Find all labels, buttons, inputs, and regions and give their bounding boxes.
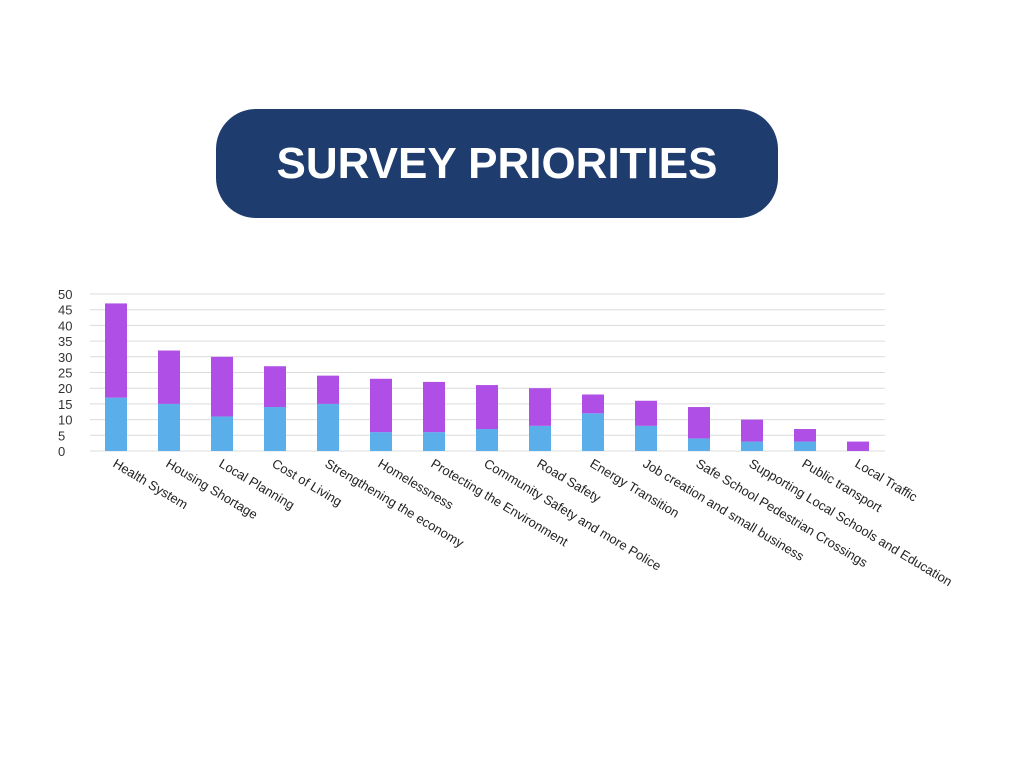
y-tick-label: 45 [58,303,72,318]
bar-segment [688,407,710,439]
bar-segment [582,413,604,451]
bar-segment [423,432,445,451]
bar-segment [529,388,551,426]
bar-segment [105,397,127,451]
y-tick-label: 10 [58,413,72,428]
bar-segment [105,303,127,398]
bar-segment [211,416,233,451]
y-tick-label: 5 [58,428,65,443]
bar-segment [635,425,657,451]
title-banner: SURVEY PRIORITIES [216,109,778,218]
y-tick-label: 30 [58,350,72,365]
y-tick-label: 0 [58,444,65,459]
y-tick-label: 25 [58,366,72,381]
bar-segment [794,441,816,451]
bar-segment [847,441,869,451]
y-tick-label: 35 [58,334,72,349]
bar-segment [582,394,604,414]
bar-segment [158,350,180,404]
x-category-label: Supporting Local Schools and Education [746,456,954,589]
y-tick-label: 50 [58,287,72,302]
bar-segment [688,438,710,451]
page-title: SURVEY PRIORITIES [276,138,718,188]
y-tick-label: 40 [58,318,72,333]
x-category-label: Energy Transition [587,456,681,521]
bar-segment [264,407,286,451]
bar-segment [635,400,657,426]
bar-segment [794,429,816,442]
y-tick-label: 20 [58,381,72,396]
bar-segment [317,403,339,451]
bar-segment [317,375,339,404]
bar-segment [529,425,551,451]
x-category-label: Housing Shortage [163,456,260,522]
bar-segment [211,356,233,417]
bar-segment [264,366,286,408]
bar-segment [423,381,445,433]
bar-segment [741,441,763,451]
bar-segment [741,419,763,442]
bar-segment [370,378,392,433]
bar-segment [370,432,392,451]
bar-segment [476,429,498,451]
bar-segment [476,385,498,430]
bar-segment [158,403,180,451]
y-tick-label: 15 [58,397,72,412]
